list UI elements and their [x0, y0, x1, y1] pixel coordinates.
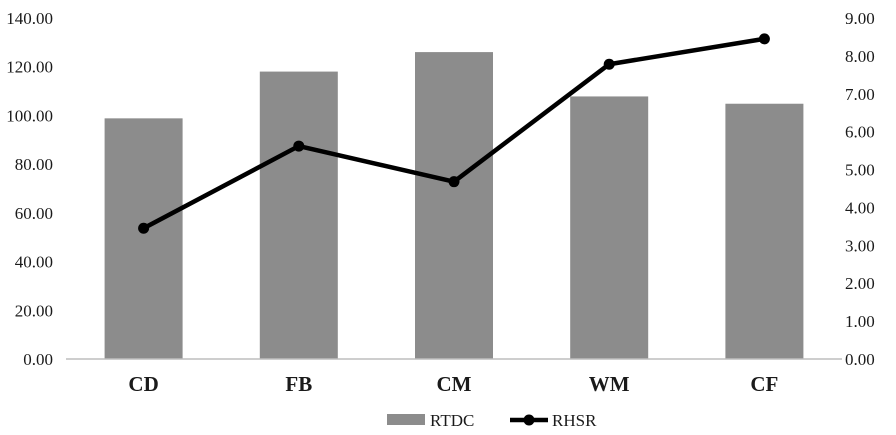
rhsr-point	[758, 33, 770, 45]
right-tick-label: 2.00	[845, 274, 875, 293]
right-tick-label: 0.00	[845, 350, 875, 369]
right-tick-label: 7.00	[845, 85, 875, 104]
rtdc-bars	[104, 52, 804, 360]
x-axis-categories: CD FB CM WM CF	[128, 372, 778, 396]
rhsr-point	[293, 140, 305, 152]
category-label: CM	[437, 372, 472, 396]
right-tick-label: 1.00	[845, 312, 875, 331]
left-tick-label: 20.00	[15, 301, 53, 320]
left-tick-label: 0.00	[23, 350, 53, 369]
left-tick-label: 120.00	[6, 58, 53, 77]
category-label: CF	[750, 372, 778, 396]
rhsr-point	[448, 176, 460, 188]
rhsr-point	[138, 222, 150, 234]
right-tick-label: 5.00	[845, 161, 875, 180]
rtdc-bar	[570, 96, 649, 360]
left-tick-label: 60.00	[15, 204, 53, 223]
right-tick-label: 9.00	[845, 9, 875, 28]
category-label: CD	[128, 372, 158, 396]
left-tick-label: 100.00	[6, 106, 53, 125]
category-label: WM	[589, 372, 630, 396]
legend-rhsr-marker	[523, 414, 535, 426]
rtdc-bar	[104, 118, 183, 359]
right-y-axis: 0.00 1.00 2.00 3.00 4.00 5.00 6.00 7.00 8.00 9.00	[845, 9, 875, 369]
legend: RTDC RHSR	[387, 411, 597, 430]
right-tick-label: 6.00	[845, 123, 875, 142]
rtdc-bar	[725, 103, 804, 359]
legend-rhsr-label: RHSR	[552, 411, 597, 430]
rtdc-bar	[259, 71, 338, 359]
rhsr-point	[603, 58, 615, 70]
legend-rtdc-swatch	[387, 414, 425, 425]
left-tick-label: 80.00	[15, 155, 53, 174]
left-y-axis: 0.00 20.00 40.00 60.00 80.00 100.00 120.00 140.…	[6, 9, 53, 369]
left-tick-label: 140.00	[6, 9, 53, 28]
right-tick-label: 8.00	[845, 47, 875, 66]
category-label: FB	[285, 372, 312, 396]
left-tick-label: 40.00	[15, 253, 53, 272]
rhsr-line-series	[138, 33, 770, 234]
right-tick-label: 4.00	[845, 198, 875, 217]
right-tick-label: 3.00	[845, 236, 875, 255]
legend-rtdc-label: RTDC	[430, 411, 474, 430]
rtdc-bar	[415, 52, 493, 359]
